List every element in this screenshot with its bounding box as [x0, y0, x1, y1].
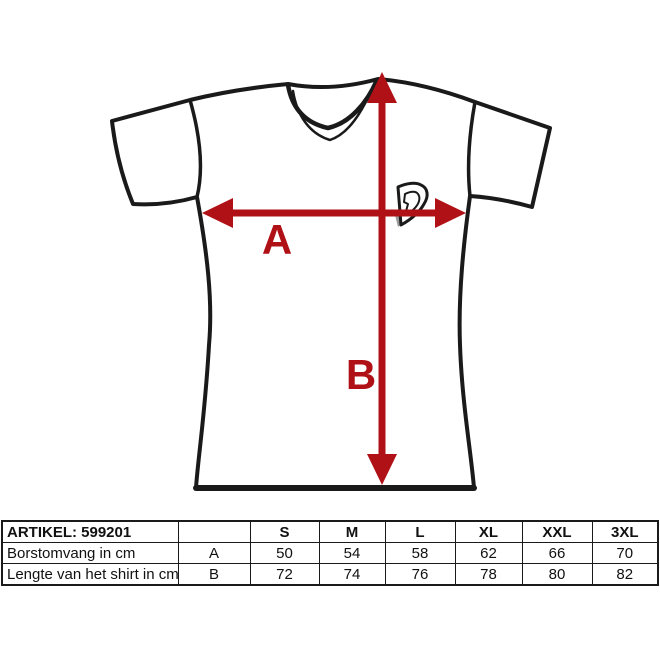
row-label: Lengte van het shirt in cm — [1, 563, 179, 586]
row-label: Borstomvang in cm — [1, 542, 179, 564]
tshirt-outline-group — [110, 77, 552, 491]
value-cell: 78 — [454, 563, 523, 586]
row-dim: A — [177, 542, 251, 564]
artikel-cell: ARTIKEL: 599201 — [1, 520, 179, 543]
value-cell: 50 — [249, 542, 320, 564]
length-arrow: B — [346, 72, 397, 485]
value-cell: 58 — [384, 542, 456, 564]
left-sleeve-seam — [188, 98, 203, 199]
value-cell: 80 — [521, 563, 593, 586]
width-arrowhead-left — [202, 198, 233, 228]
collar-inner-line — [291, 84, 375, 142]
length-label: B — [346, 351, 376, 398]
table-row-chest: Borstomvang in cm A 50 54 58 62 66 70 — [1, 542, 659, 564]
table-header-row: ARTIKEL: 599201 S M L XL XXL 3XL — [1, 520, 659, 543]
tshirt-measurement-diagram: A B — [110, 72, 552, 491]
value-cell: 72 — [249, 563, 320, 586]
size-header-s: S — [249, 520, 320, 543]
size-header-m: M — [318, 520, 386, 543]
measurement-arrows: A B — [202, 72, 466, 485]
row-dim: B — [177, 563, 251, 586]
value-cell: 82 — [591, 563, 659, 586]
size-header-l: L — [384, 520, 456, 543]
value-cell: 66 — [521, 542, 593, 564]
right-sleeve-seam — [466, 100, 477, 198]
value-cell: 54 — [318, 542, 386, 564]
length-arrowhead-bottom — [367, 454, 397, 485]
dim-header-cell — [177, 520, 251, 543]
value-cell: 70 — [591, 542, 659, 564]
length-arrowhead-top — [367, 72, 397, 103]
value-cell: 76 — [384, 563, 456, 586]
width-label: A — [262, 216, 292, 263]
width-arrow: A — [202, 198, 466, 263]
value-cell: 74 — [318, 563, 386, 586]
size-table: ARTIKEL: 599201 S M L XL XXL 3XL Borstom… — [1, 520, 659, 586]
size-header-3xl: 3XL — [591, 520, 659, 543]
size-header-xxl: XXL — [521, 520, 593, 543]
width-arrowhead-right — [435, 198, 466, 228]
size-header-xl: XL — [454, 520, 523, 543]
value-cell: 62 — [454, 542, 523, 564]
table-row-length: Lengte van het shirt in cm B 72 74 76 78… — [1, 563, 659, 586]
